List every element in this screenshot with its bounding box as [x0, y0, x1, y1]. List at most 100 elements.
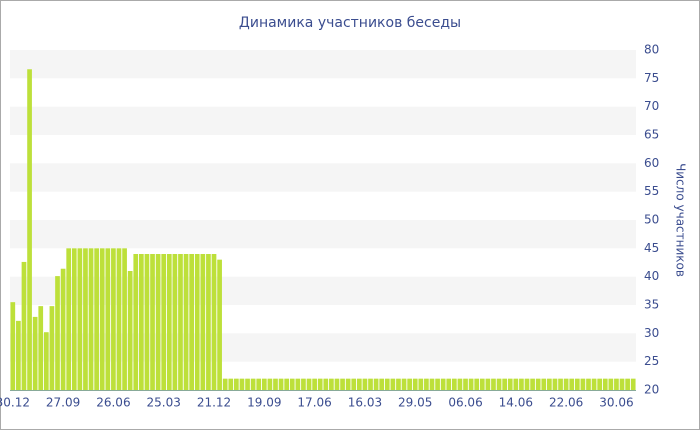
bar — [323, 378, 329, 390]
bar — [407, 378, 412, 390]
bar — [373, 378, 379, 390]
y-tick-label: 60 — [644, 156, 659, 170]
y-axis-label: Число участников — [674, 163, 688, 277]
bar — [630, 378, 636, 390]
bar — [105, 248, 111, 390]
bar — [368, 378, 373, 390]
bar — [552, 378, 558, 390]
grid-band — [10, 163, 636, 192]
bar — [619, 378, 625, 390]
bar — [295, 378, 301, 390]
bar — [250, 378, 256, 390]
bar — [317, 378, 323, 390]
bar — [591, 378, 597, 390]
bar — [569, 378, 575, 390]
bar — [228, 378, 234, 390]
bar — [32, 316, 38, 390]
bar — [312, 378, 317, 390]
bar — [452, 378, 457, 390]
bar — [139, 254, 144, 390]
bar — [558, 378, 563, 390]
bar — [513, 378, 519, 390]
bar — [127, 271, 133, 390]
bar — [55, 276, 60, 390]
grid-band — [10, 220, 636, 249]
bar — [463, 378, 468, 390]
x-tick-label: 17.06 — [297, 396, 331, 410]
bar — [530, 378, 535, 390]
bar — [614, 378, 619, 390]
bar — [222, 378, 228, 390]
x-tick-label: 30.12 — [0, 396, 30, 410]
bar — [267, 378, 273, 390]
bar — [547, 378, 552, 390]
bar — [429, 378, 435, 390]
bar — [496, 378, 502, 390]
bar — [356, 378, 362, 390]
bar — [289, 378, 295, 390]
bar — [306, 378, 312, 390]
x-tick-label: 22.06 — [549, 396, 583, 410]
bar — [340, 378, 345, 390]
bar — [183, 254, 189, 390]
bar — [10, 302, 16, 390]
bar — [334, 378, 340, 390]
bar — [602, 378, 608, 390]
x-tick-label: 30.06 — [599, 396, 633, 410]
y-tick-label: 75 — [644, 71, 659, 85]
bar — [485, 378, 491, 390]
bar — [362, 378, 368, 390]
bar — [211, 254, 217, 390]
bar — [435, 378, 440, 390]
bar — [440, 378, 446, 390]
bar — [418, 378, 424, 390]
bar — [245, 378, 250, 390]
x-tick-label: 26.06 — [96, 396, 130, 410]
y-tick-label: 40 — [644, 269, 659, 283]
bar — [189, 254, 194, 390]
bar — [384, 378, 390, 390]
bar — [27, 69, 32, 391]
y-tick-label: 50 — [644, 213, 659, 227]
bar — [261, 378, 267, 390]
x-tick-label: 06.06 — [448, 396, 482, 410]
y-tick-label: 30 — [644, 326, 659, 340]
y-tick-label: 70 — [644, 99, 659, 113]
bar — [574, 378, 580, 390]
bar — [21, 261, 27, 390]
bar — [194, 254, 200, 390]
bar — [16, 320, 21, 390]
bar — [329, 378, 334, 390]
bar — [519, 378, 524, 390]
bar — [625, 378, 630, 390]
bar — [116, 248, 122, 390]
bar — [278, 378, 284, 390]
bar — [38, 306, 44, 390]
bar — [83, 248, 88, 390]
bar — [66, 248, 72, 390]
bar — [99, 248, 105, 390]
bar — [284, 378, 290, 390]
bar — [563, 378, 569, 390]
bar — [200, 254, 206, 390]
y-tick-label: 35 — [644, 298, 659, 312]
bar — [239, 378, 245, 390]
bar — [379, 378, 385, 390]
bar — [256, 378, 262, 390]
bar — [474, 378, 480, 390]
bar — [580, 378, 586, 390]
x-tick-label: 27.09 — [46, 396, 80, 410]
x-tick-label: 14.06 — [499, 396, 533, 410]
grid-band — [10, 106, 636, 135]
bar — [491, 378, 496, 390]
bar — [507, 378, 513, 390]
bar — [217, 259, 222, 390]
y-tick-label: 25 — [644, 354, 659, 368]
bar — [586, 378, 591, 390]
bar — [468, 378, 474, 390]
x-tick-label: 21.12 — [197, 396, 231, 410]
bar — [133, 254, 139, 390]
bar — [608, 378, 614, 390]
grid-band — [10, 50, 636, 79]
bar — [597, 378, 603, 390]
